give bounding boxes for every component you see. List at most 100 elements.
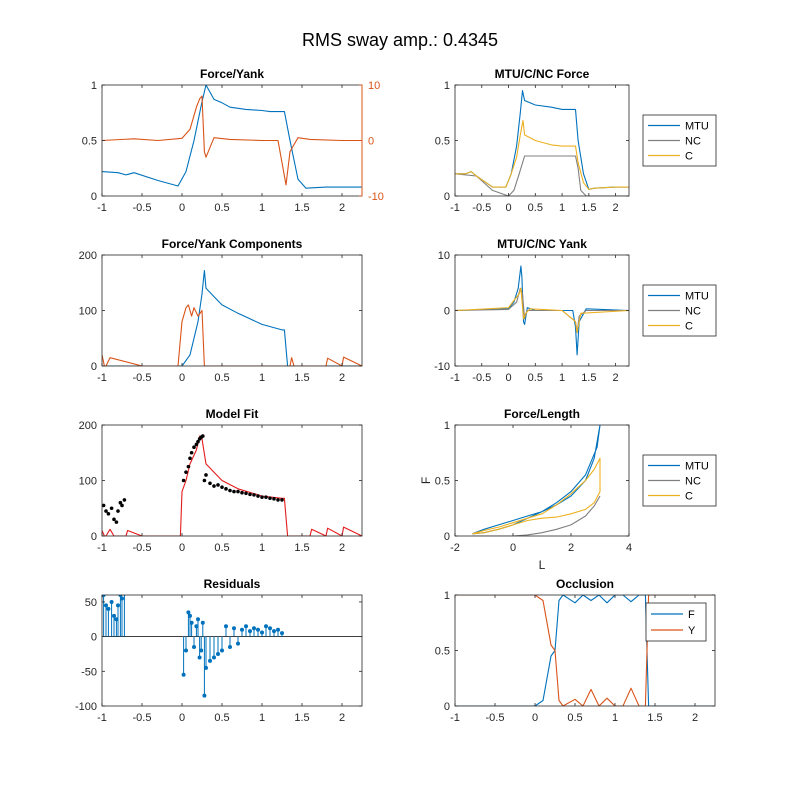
axes-background — [102, 425, 362, 536]
stem-marker — [276, 627, 280, 632]
series-line-mtu — [455, 265, 629, 356]
y-tick-label: 0.5 — [435, 646, 450, 658]
x-tick-label: -1 — [450, 372, 460, 384]
legend-entry: NC — [685, 476, 701, 488]
series-line-nc — [455, 287, 629, 334]
x-tick-label: 0.5 — [214, 542, 229, 554]
x-tick-label: 2 — [339, 372, 345, 384]
data-point — [272, 497, 276, 501]
data-point — [252, 493, 256, 497]
x-tick-label: -1 — [97, 372, 107, 384]
data-point — [186, 464, 191, 469]
plot-area — [102, 85, 362, 189]
x-tick-label: 1 — [259, 372, 265, 384]
legend: MTU NC C — [642, 284, 717, 337]
data-point — [116, 509, 120, 513]
x-tick-label: 0 — [179, 202, 185, 214]
stem-marker — [268, 626, 272, 631]
series-line-c — [472, 457, 601, 535]
x-tick-label: 0 — [505, 372, 511, 384]
axes-force_yank: Force/Yank -1 -0.5 0 0.5 1 1.5 2 0 0.5 1 -10 0 10 — [82, 67, 384, 214]
data-point — [280, 498, 284, 502]
data-point — [102, 503, 106, 508]
data-point — [244, 491, 248, 496]
x-tick-label: 2 — [692, 712, 698, 724]
legend-entry: NC — [685, 306, 701, 318]
x-tick-label: 0 — [179, 372, 185, 384]
legend-entry: F — [688, 609, 695, 621]
x-tick-label: 0.5 — [567, 712, 582, 724]
stem-marker — [256, 627, 260, 632]
y-tick-label: 100 — [79, 476, 97, 488]
stem-marker — [236, 641, 240, 646]
x-tick-label: 2 — [613, 372, 619, 384]
legend: FY — [645, 602, 707, 642]
series-line-1 — [102, 304, 362, 366]
stem-marker — [189, 620, 194, 625]
x-tick-label: 2 — [568, 542, 574, 554]
legend-box — [645, 602, 707, 642]
x-tick-label: 1 — [559, 372, 565, 384]
data-point — [228, 488, 232, 493]
data-point — [264, 495, 268, 499]
data-point — [216, 483, 220, 487]
axes-background — [455, 425, 629, 536]
x-tick-label: -0.5 — [133, 542, 152, 554]
data-point — [194, 442, 199, 447]
axes-title: MTU/C/NC Force — [495, 67, 590, 81]
stem-marker — [244, 624, 248, 629]
marker-series — [102, 434, 284, 524]
x-tick-label: 1 — [612, 712, 618, 724]
stem-marker — [116, 603, 120, 608]
y-tick-label: 1 — [91, 80, 97, 92]
y-tick-label: 0.5 — [435, 476, 450, 488]
series-line-0 — [102, 435, 362, 536]
x-tick-label: 1.5 — [581, 372, 596, 384]
y-tick-label: 200 — [79, 250, 97, 262]
x-tick-label: 0.5 — [214, 202, 229, 214]
axes-frame — [101, 594, 363, 707]
y-tick-label: 0.5 — [435, 136, 450, 148]
data-point — [188, 456, 192, 461]
data-point — [240, 490, 244, 495]
axes-title: Residuals — [204, 577, 261, 591]
data-point — [106, 512, 111, 516]
data-point — [112, 517, 116, 522]
data-point — [236, 489, 240, 494]
x-tick-label: 1.5 — [647, 712, 662, 724]
y-axis-label: F — [419, 477, 433, 484]
y-tick-label: 0 — [444, 531, 450, 543]
x-tick-label: 1.5 — [581, 202, 596, 214]
stem-marker — [248, 629, 252, 634]
stem-marker — [252, 626, 256, 631]
data-point — [189, 450, 194, 455]
series-line-c — [455, 287, 629, 334]
x-tick-label: 0 — [510, 542, 516, 554]
y-tick-label: 200 — [79, 420, 97, 432]
stem-marker — [106, 606, 111, 611]
x-tick-label: 0.5 — [528, 202, 543, 214]
data-point — [202, 478, 207, 483]
x-tick-label: 0.5 — [528, 372, 543, 384]
legend-entry: Y — [688, 625, 696, 637]
data-point — [118, 500, 123, 505]
x-tick-label: 2 — [339, 542, 345, 554]
x-tick-label: -1 — [97, 712, 107, 724]
x-tick-label: 2 — [339, 202, 345, 214]
x-tick-label: 4 — [626, 542, 632, 554]
stem-marker — [102, 595, 106, 597]
y-tick-label: 1 — [444, 590, 450, 602]
y-tick-label-right: 10 — [368, 80, 380, 92]
x-tick-label: 1 — [259, 542, 265, 554]
x-tick-label: 1.5 — [294, 542, 309, 554]
y-tick-label: -10 — [434, 361, 450, 373]
axes-components: Force/Yank Components -1 -0.5 0 0.5 1 1.5 2 0 100… — [79, 237, 363, 384]
stem-marker — [228, 645, 232, 650]
data-point — [184, 470, 188, 474]
data-point — [109, 506, 114, 511]
plot-area — [102, 269, 362, 366]
plot-area — [102, 434, 362, 536]
data-point — [232, 489, 236, 494]
x-tick-label: 0.5 — [214, 712, 229, 724]
